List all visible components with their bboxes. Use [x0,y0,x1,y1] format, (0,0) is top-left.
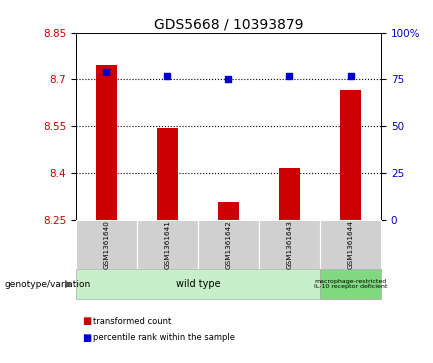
Text: GSM1361642: GSM1361642 [226,220,231,269]
Text: transformed count: transformed count [93,317,171,326]
Point [347,73,354,78]
Text: ■: ■ [82,333,91,343]
Point [103,69,110,75]
Title: GDS5668 / 10393879: GDS5668 / 10393879 [154,17,303,32]
Point [286,73,293,78]
Bar [96,65,117,220]
Text: GSM1361644: GSM1361644 [348,220,353,269]
Bar [157,128,178,220]
Text: percentile rank within the sample: percentile rank within the sample [93,333,235,342]
Text: macrophage-restricted
IL-10 receptor deficient: macrophage-restricted IL-10 receptor def… [314,279,387,289]
Bar [218,203,239,220]
Text: wild type: wild type [175,279,220,289]
Point [164,73,171,78]
Point [225,77,232,82]
Bar [340,90,361,220]
Bar [279,168,300,220]
Text: ▶: ▶ [65,279,72,289]
Text: GSM1361643: GSM1361643 [287,220,292,269]
Text: GSM1361641: GSM1361641 [165,220,170,269]
Text: ■: ■ [82,316,91,326]
Text: GSM1361640: GSM1361640 [103,220,109,269]
Text: genotype/variation: genotype/variation [4,280,90,289]
